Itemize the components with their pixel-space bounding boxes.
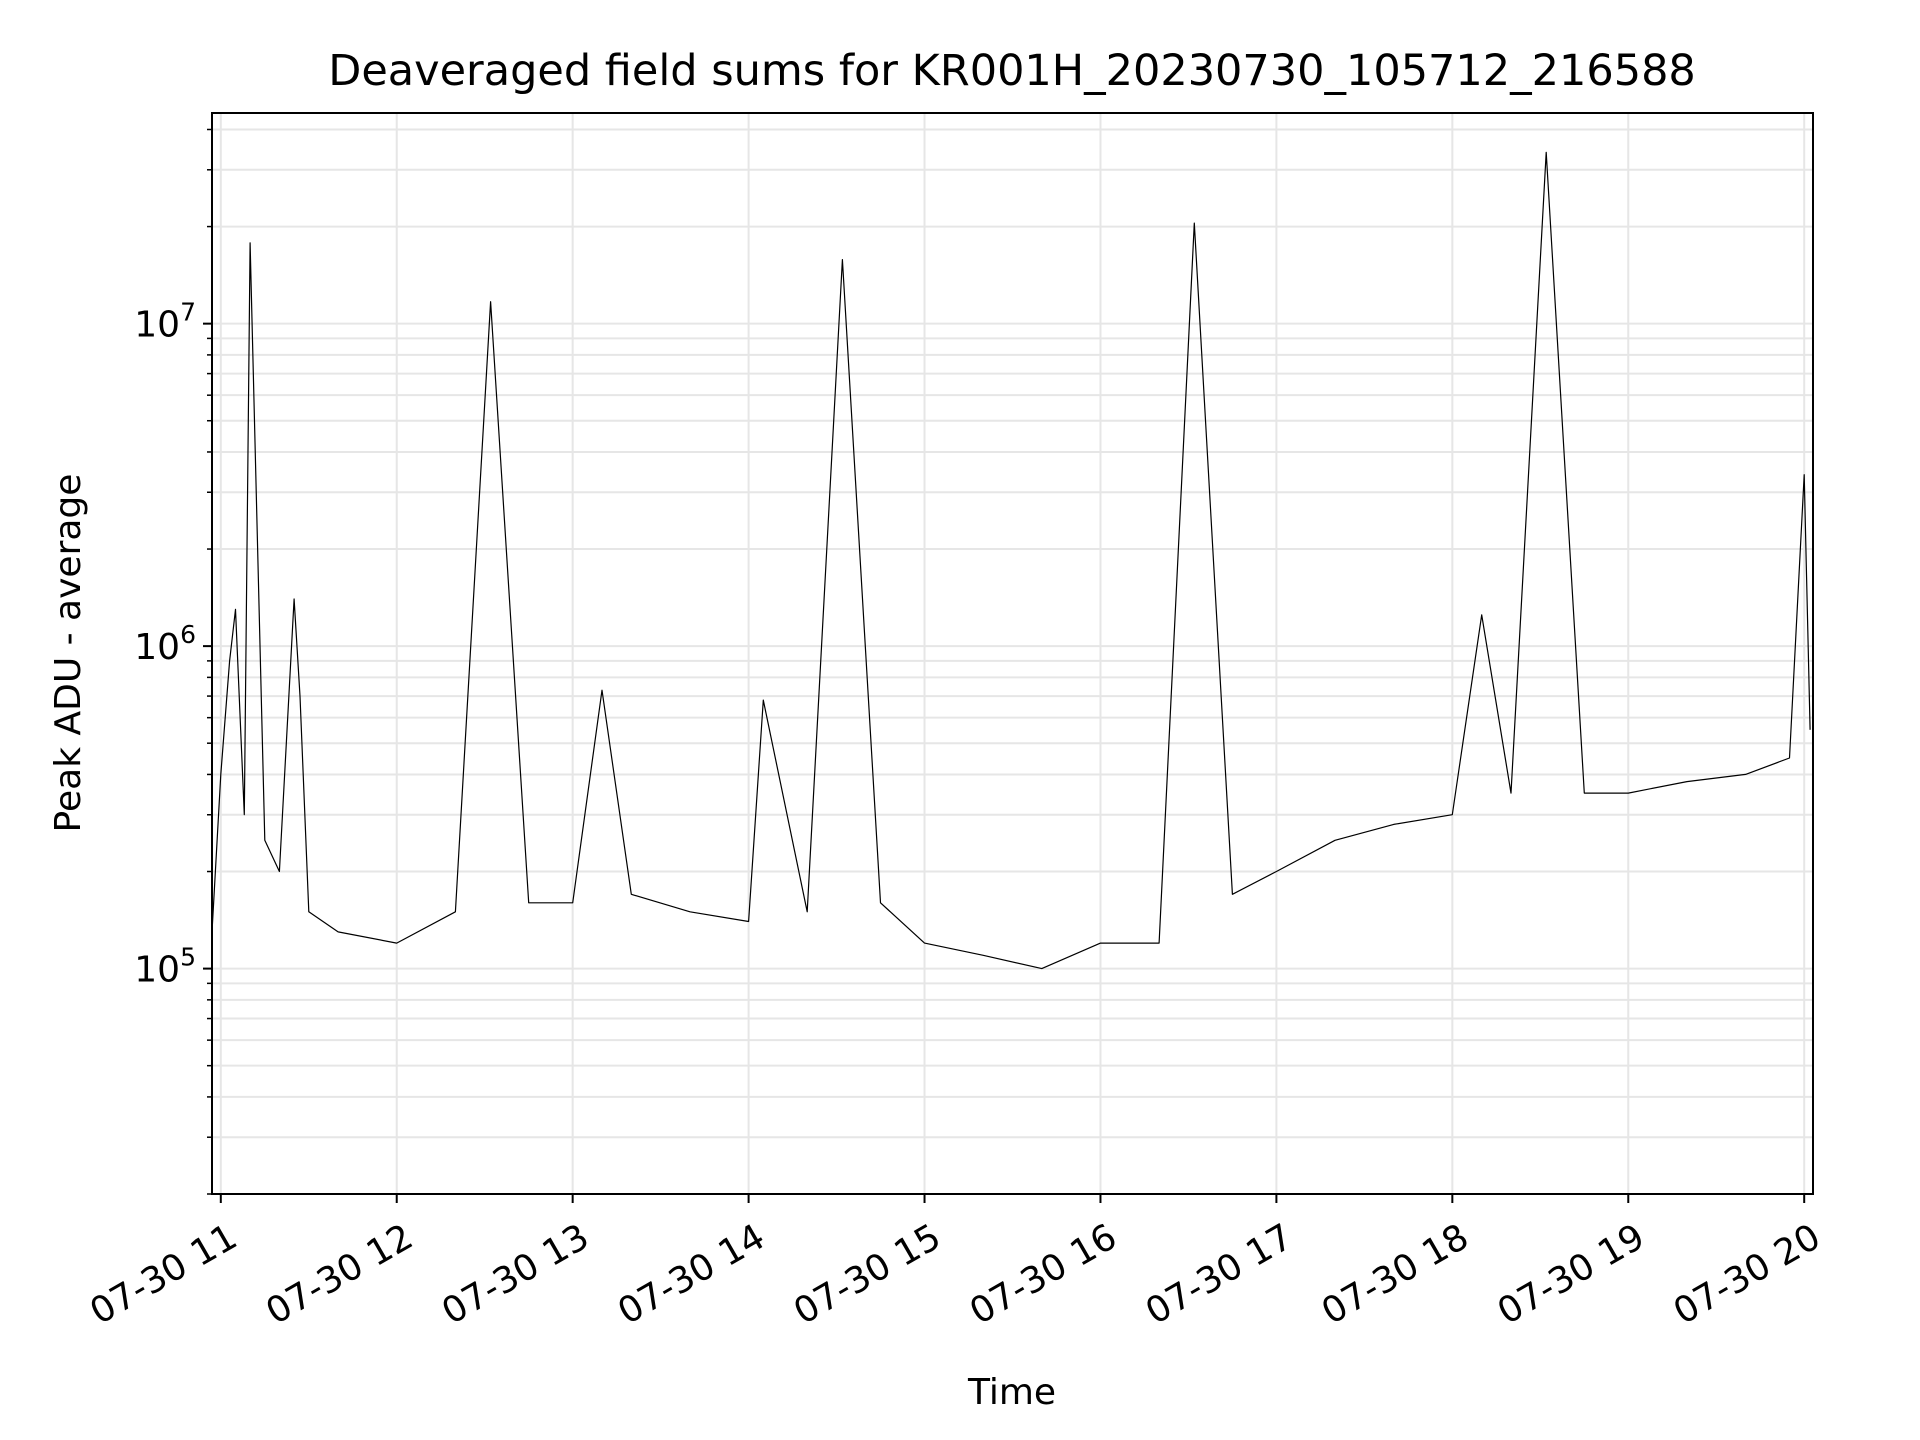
- x-axis-label: Time: [967, 1372, 1056, 1413]
- y-axis-label: Peak ADU - average: [48, 474, 89, 833]
- chart-title: Deaveraged field sums for KR001H_2023073…: [328, 46, 1696, 96]
- minor-gridlines: [212, 128, 1813, 1195]
- y-axis-ticks: 105 106 107: [134, 128, 212, 1195]
- y-tick-label: 106: [134, 620, 196, 668]
- major-gridlines: [212, 113, 1813, 1194]
- plot-frame: [211, 112, 1814, 1195]
- y-tick-label: 105: [134, 943, 196, 991]
- y-tick-label: 107: [134, 298, 196, 346]
- series-line: [211, 151, 1811, 970]
